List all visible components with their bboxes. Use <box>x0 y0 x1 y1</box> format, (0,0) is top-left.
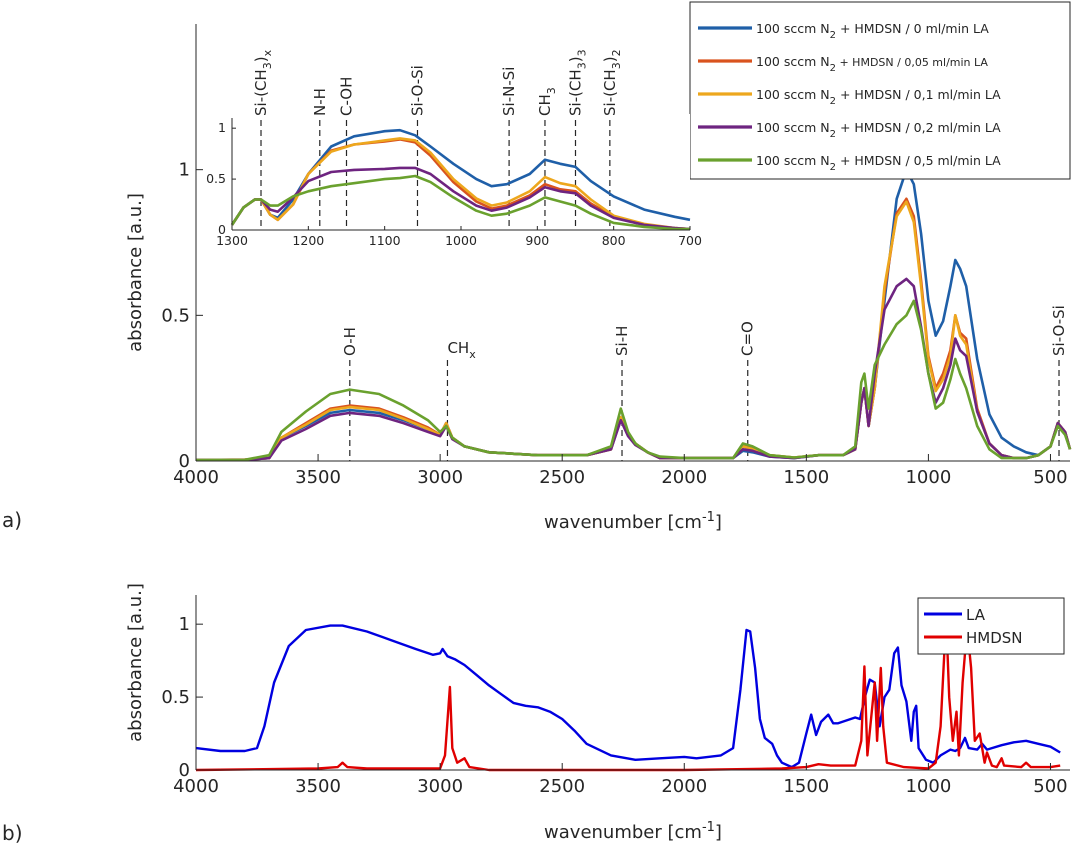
inset-peak-marker-label: Si-N-Si <box>500 67 518 116</box>
inset-x-tick-label: 1300 <box>216 233 248 248</box>
inset-x-tick-label: 1100 <box>369 233 401 248</box>
peak-marker-label: O-H <box>341 327 359 356</box>
legend-label-b: LA <box>966 606 986 624</box>
inset-x-tick-label: 900 <box>525 233 549 248</box>
b-y-tick-label: 0.5 <box>161 687 190 708</box>
legend-label-a: 100 sccm N2 + HMDSN / 0,2 ml/min LA <box>756 120 1001 140</box>
inset-series-line-2 <box>230 137 691 231</box>
b-y-tick-label: 1 <box>179 614 190 635</box>
inset-y-tick-label: 1 <box>218 120 226 135</box>
inset-peak-marker-label: C-OH <box>338 77 356 116</box>
chart-a-main: O-H CHx Si-H C=O Si-O-Si 4000 3500 3000 2500 2000… <box>125 1 1072 533</box>
a-x-axis-title: wavenumber [cm-1] <box>544 510 722 533</box>
inset-peak-marker-label: N-H <box>311 88 329 116</box>
b-x-tick-label: 1500 <box>783 776 829 797</box>
chart-b: 4000 3500 3000 2500 2000 1500 1000 500 0 0.5 1 wave… <box>125 583 1070 843</box>
b-x-tick-label: 500 <box>1033 776 1067 797</box>
series-line-b-1 <box>195 630 1061 772</box>
a-y-tick-label: 0.5 <box>161 305 190 326</box>
a-x-tick-label: 4000 <box>173 467 219 488</box>
a-x-tick-label: 3000 <box>417 467 463 488</box>
a-x-tick-label: 500 <box>1033 467 1067 488</box>
inset-series-line-3 <box>230 166 691 231</box>
a-x-tick-label: 1500 <box>783 467 829 488</box>
b-x-tick-label: 2500 <box>539 776 585 797</box>
a-x-tick-label: 2500 <box>539 467 585 488</box>
a-y-axis-title: absorbance [a.u.] <box>125 193 146 352</box>
inset-peak-marker-label: Si-O-Si <box>408 65 426 116</box>
b-x-axis-title: wavenumber [cm-1] <box>544 820 722 843</box>
b-x-tick-label: 2000 <box>661 776 707 797</box>
a-x-tick-label: 2000 <box>661 467 707 488</box>
peak-marker-label: Si-O-Si <box>1050 305 1068 356</box>
legend-box-a <box>689 1 1071 180</box>
inset-y-tick-label: 0.5 <box>206 171 226 186</box>
inset-x-tick-label: 800 <box>602 233 626 248</box>
legend-label-a: 100 sccm N2 + HMDSN / 0 ml/min LA <box>756 21 989 41</box>
legend-box-b <box>917 597 1065 655</box>
a-x-tick-label: 3500 <box>295 467 341 488</box>
inset-x-tick-label: 1000 <box>445 233 477 248</box>
inset-peak-marker-label: CH3 <box>536 87 558 116</box>
peak-marker-label: C=O <box>739 321 757 356</box>
legend-label-a: 100 sccm N2 + HMDSN / 0,5 ml/min LA <box>756 153 1001 173</box>
b-x-tick-label: 4000 <box>173 776 219 797</box>
peak-marker-label: CHx <box>447 339 476 361</box>
b-x-tick-label: 3500 <box>295 776 341 797</box>
legend-label-a: 100 sccm N2 + HMDSN / 0,05 ml/min LA <box>756 54 988 74</box>
b-y-axis-title: absorbance [a.u.] <box>125 583 146 742</box>
a-y-tick-label: 0 <box>179 451 190 472</box>
a-x-tick-label: 1000 <box>905 467 951 488</box>
b-x-tick-label: 3000 <box>417 776 463 797</box>
chart-a-inset: Si-(CH3)x N-H C-OH Si-O-Si Si-N-Si CH3 Si-(CH3… <box>206 49 702 248</box>
legend-label-a: 100 sccm N2 + HMDSN / 0,1 ml/min LA <box>756 87 1001 107</box>
inset-peak-marker-label: Si-(CH3)2 <box>601 49 623 116</box>
series-line-a-3 <box>196 277 1072 462</box>
panel-label-b: b) <box>2 821 23 844</box>
legend-label-b: HMDSN <box>966 629 1023 647</box>
b-x-tick-label: 1000 <box>905 776 951 797</box>
inset-series-line-4 <box>230 174 690 231</box>
peak-marker-label: Si-H <box>613 326 631 356</box>
inset-peak-marker-label: Si-(CH3)3 <box>567 49 589 116</box>
b-y-tick-label: 0 <box>179 760 190 781</box>
inset-peak-marker-label: Si-(CH3)x <box>252 49 274 116</box>
panel-label-a: a) <box>2 508 22 532</box>
inset-background <box>232 114 690 230</box>
inset-x-tick-label: 700 <box>678 233 702 248</box>
a-y-tick-label: 1 <box>179 160 190 181</box>
inset-x-tick-label: 1200 <box>292 233 324 248</box>
series-line-b-0 <box>195 624 1061 769</box>
inset-y-tick-label: 0 <box>218 222 226 237</box>
